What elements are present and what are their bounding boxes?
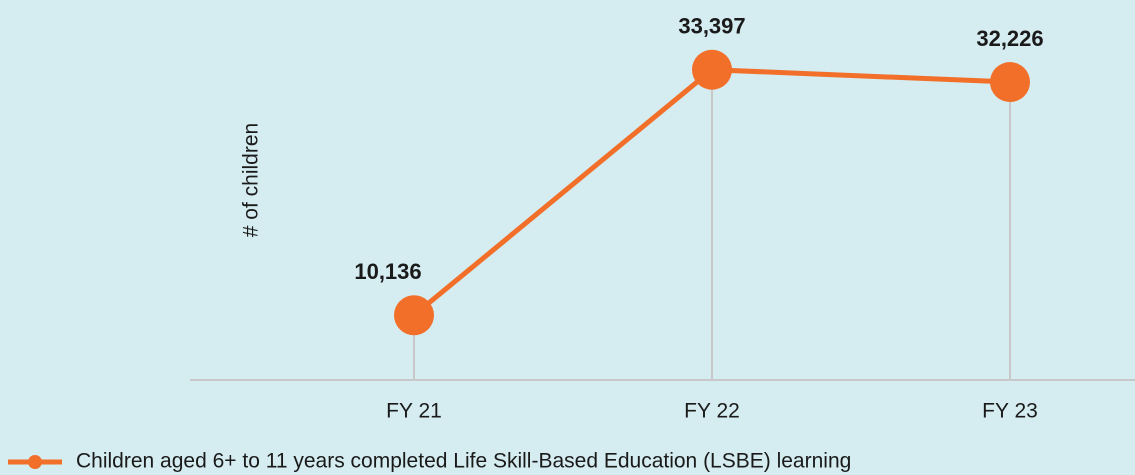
x-tick-label: FY 22 bbox=[684, 400, 740, 423]
legend-label: Children aged 6+ to 11 years completed L… bbox=[76, 450, 851, 473]
point bbox=[692, 49, 732, 90]
y-axis-label: # of children bbox=[240, 123, 263, 237]
legend-dot bbox=[28, 455, 42, 469]
point bbox=[394, 295, 434, 336]
value-label: 32,226 bbox=[976, 26, 1043, 51]
value-label: 33,397 bbox=[678, 14, 745, 39]
x-tick-label: FY 21 bbox=[386, 400, 442, 423]
point bbox=[990, 62, 1030, 103]
x-tick-label: FY 23 bbox=[982, 400, 1038, 423]
value-label: 10,136 bbox=[354, 259, 421, 284]
